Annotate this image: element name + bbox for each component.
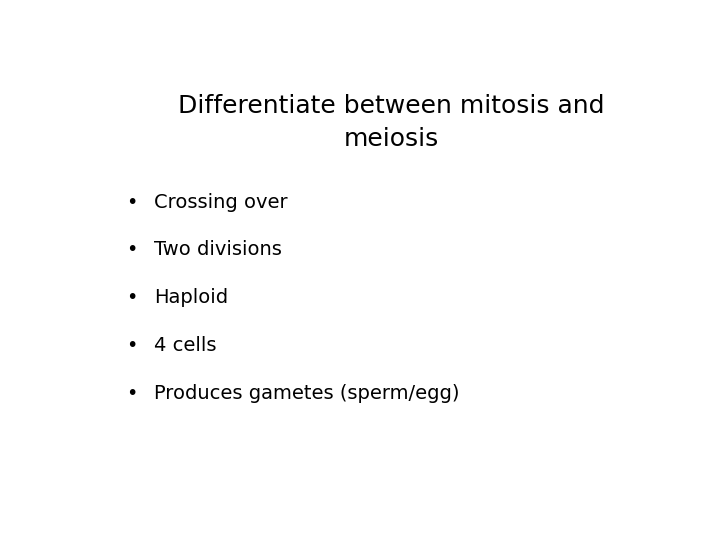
Text: •: •	[126, 240, 138, 259]
Text: •: •	[126, 288, 138, 307]
Text: Produces gametes (sperm/egg): Produces gametes (sperm/egg)	[154, 384, 459, 403]
Text: Haploid: Haploid	[154, 288, 228, 307]
Text: •: •	[126, 336, 138, 355]
Text: •: •	[126, 193, 138, 212]
Text: Crossing over: Crossing over	[154, 193, 288, 212]
Text: •: •	[126, 384, 138, 403]
Text: 4 cells: 4 cells	[154, 336, 217, 355]
Text: Differentiate between mitosis and
meiosis: Differentiate between mitosis and meiosi…	[178, 94, 605, 151]
Text: Two divisions: Two divisions	[154, 240, 282, 259]
